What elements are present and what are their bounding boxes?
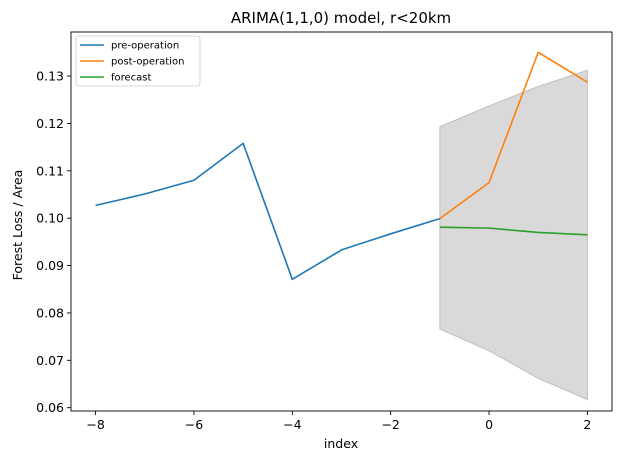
x-tick-label: −6 (185, 417, 203, 432)
y-tick-label: 0.12 (36, 116, 64, 131)
legend: pre-operation post-operation forecast (75, 35, 201, 87)
legend-label: post-operation (111, 57, 184, 68)
legend-label: forecast (111, 73, 152, 84)
axes-frame (70, 31, 613, 412)
y-tick-label: 0.10 (36, 211, 64, 226)
chart-title: ARIMA(1,1,0) model, r<20km (231, 9, 451, 27)
x-tick-label: −8 (86, 417, 104, 432)
legend-box (75, 35, 201, 87)
x-axis: −8 −6 −4 −2 0 2 (86, 411, 591, 432)
y-tick-label: 0.13 (36, 69, 64, 84)
series-line-2 (439, 51, 588, 220)
x-axis-label: index (324, 436, 358, 451)
x-tick-label: −2 (381, 417, 399, 432)
series-line-3 (439, 226, 588, 236)
y-tick-label: 0.08 (36, 305, 64, 320)
y-tick-label: 0.11 (36, 163, 64, 178)
x-tick-label: −4 (283, 417, 301, 432)
legend-label: pre-operation (111, 41, 179, 52)
x-tick-label: 2 (583, 417, 591, 432)
y-axis: 0.06 0.07 0.08 0.09 0.10 0.11 0.12 0.13 (36, 69, 71, 415)
confidence-band (439, 69, 588, 401)
series-line-1 (95, 142, 441, 281)
y-axis-label: Forest Loss / Area (10, 170, 25, 281)
y-tick-label: 0.06 (36, 400, 64, 415)
y-tick-label: 0.07 (36, 353, 64, 368)
x-tick-label: 0 (485, 417, 493, 432)
plot-area (70, 31, 613, 412)
y-tick-label: 0.09 (36, 258, 64, 273)
